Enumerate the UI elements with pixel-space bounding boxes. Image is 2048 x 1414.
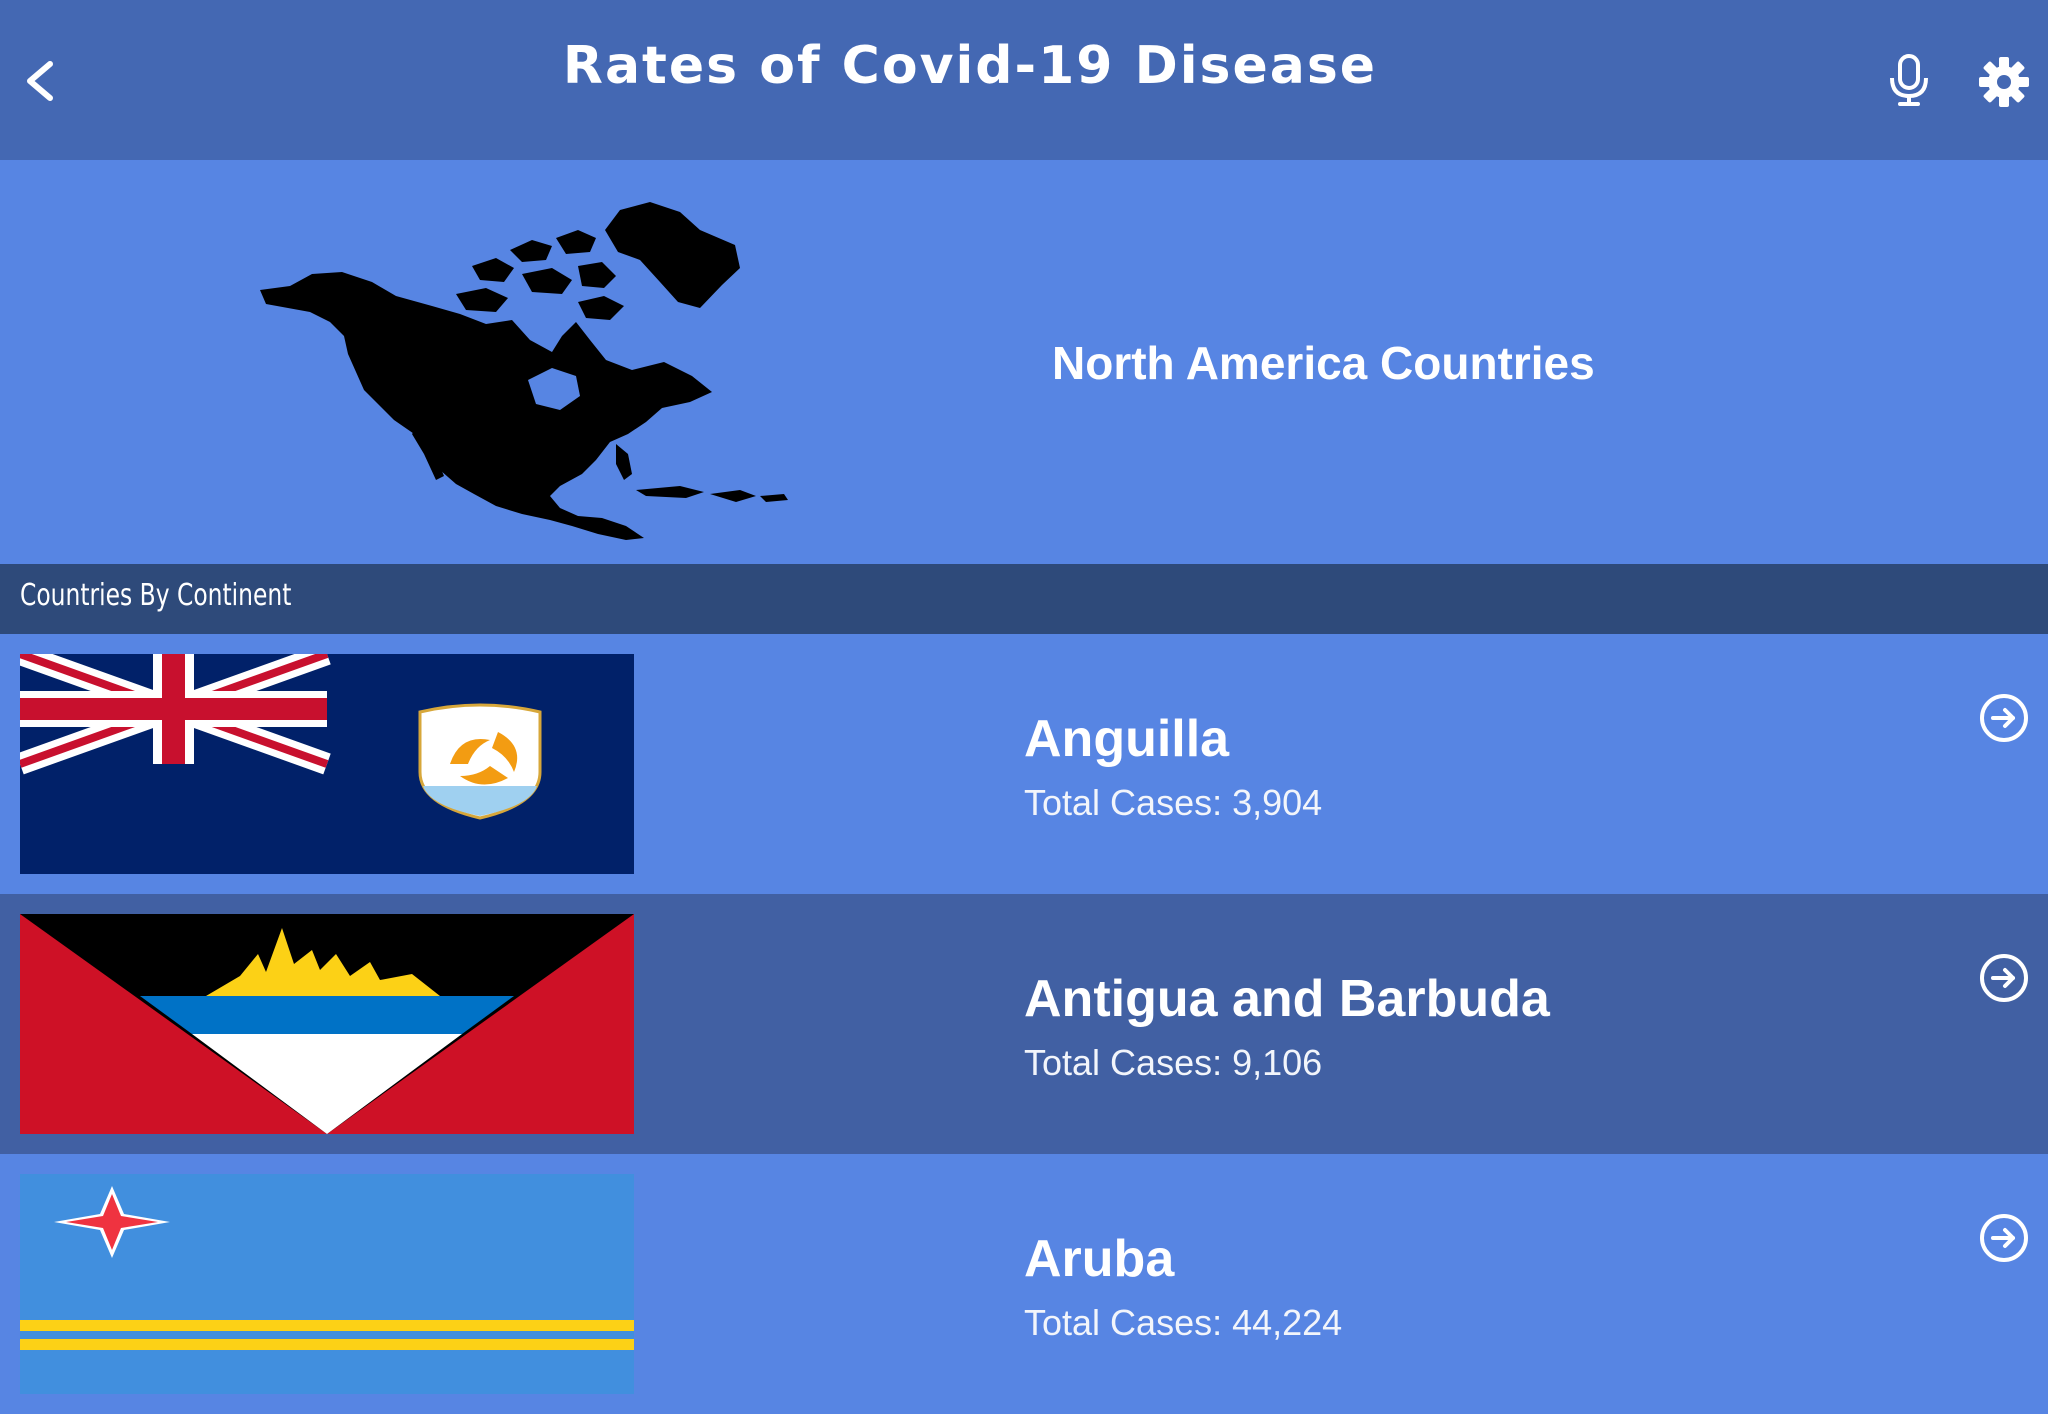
microphone-icon	[1890, 54, 1928, 106]
back-button[interactable]	[18, 50, 62, 110]
back-arrow-icon	[27, 61, 53, 101]
arrow-circle-right-icon[interactable]	[1978, 952, 2030, 1004]
top-bar: Rates of Covid-19 Disease	[0, 0, 2048, 160]
country-total-cases: Total Cases: 3,904	[1024, 782, 1323, 823]
country-name: Antigua and Barbuda	[1024, 970, 1550, 1028]
continent-title: North America Countries	[1052, 337, 1595, 389]
country-name: Anguilla	[1024, 710, 1230, 768]
antigua-and-barbuda-flag	[20, 914, 634, 1134]
country-name: Aruba	[1024, 1230, 1175, 1288]
country-row-aruba[interactable]: Aruba Total Cases: 44,224	[0, 1154, 2048, 1414]
country-row-antigua-and-barbuda[interactable]: Antigua and Barbuda Total Cases: 9,106	[0, 894, 2048, 1154]
north-america-map	[260, 202, 788, 540]
country-total-cases: Total Cases: 44,224	[1024, 1302, 1343, 1343]
anguilla-flag	[20, 654, 634, 874]
continent-banner: North America Countries	[0, 160, 2048, 564]
country-row-anguilla[interactable]: Anguilla Total Cases: 3,904	[0, 634, 2048, 894]
arrow-circle-right-icon[interactable]	[1978, 692, 2030, 744]
microphone-button[interactable]	[1884, 50, 1934, 110]
gear-icon	[1979, 57, 2029, 107]
arrow-circle-right-icon[interactable]	[1978, 1212, 2030, 1264]
country-total-cases: Total Cases: 9,106	[1024, 1042, 1323, 1083]
section-header-label: Countries By Continent	[20, 578, 292, 613]
section-header: Countries By Continent	[0, 564, 2048, 634]
settings-button[interactable]	[1976, 54, 2032, 110]
aruba-flag	[20, 1174, 634, 1394]
page-title: Rates of Covid-19 Disease	[562, 36, 1378, 96]
